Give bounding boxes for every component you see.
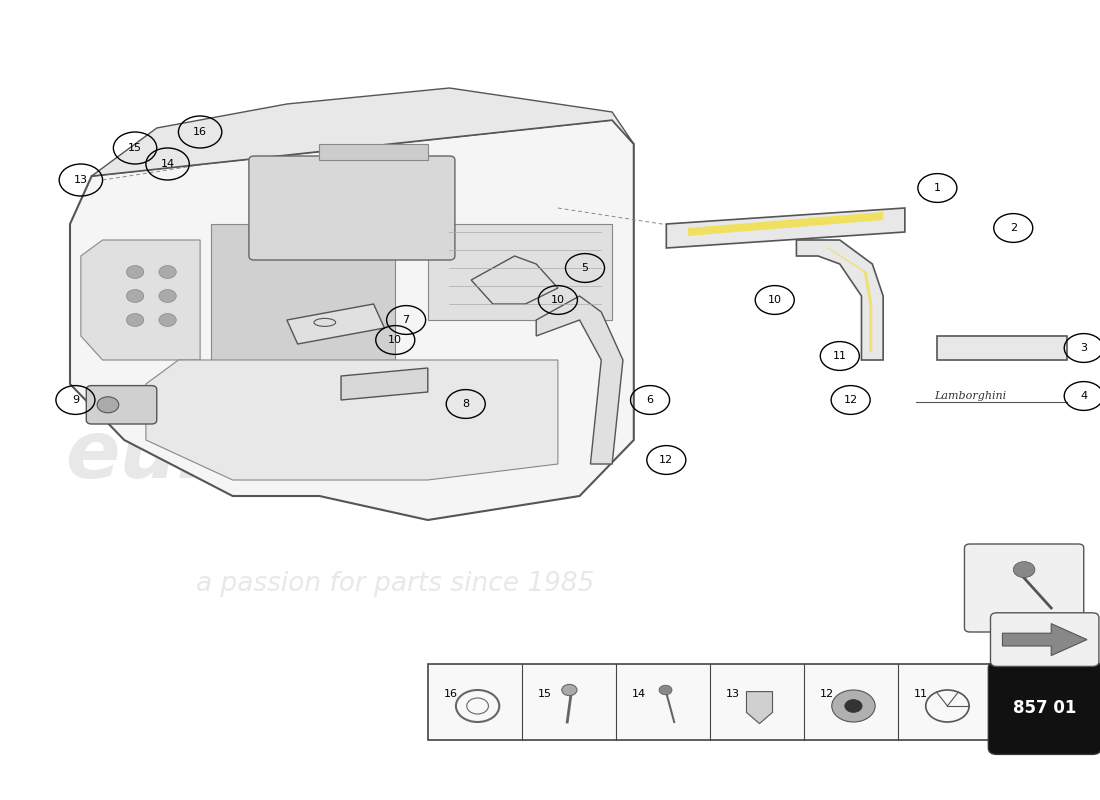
Text: 14: 14 (161, 159, 175, 169)
Text: 10: 10 (768, 295, 782, 305)
Text: 12: 12 (659, 455, 673, 465)
Text: 15: 15 (538, 689, 552, 699)
Text: 7: 7 (403, 315, 409, 325)
Text: 10: 10 (388, 335, 403, 345)
Bar (428, 664, 991, 740)
Text: 11: 11 (914, 689, 928, 699)
Text: 2: 2 (1010, 223, 1016, 233)
Circle shape (126, 266, 144, 278)
Text: 857 01: 857 01 (1013, 699, 1077, 717)
Circle shape (97, 397, 119, 413)
FancyBboxPatch shape (988, 662, 1100, 754)
Polygon shape (341, 368, 428, 400)
Polygon shape (1002, 624, 1087, 656)
Text: 4: 4 (1080, 391, 1087, 401)
FancyBboxPatch shape (990, 613, 1099, 666)
Circle shape (158, 266, 176, 278)
FancyBboxPatch shape (965, 544, 1084, 632)
Polygon shape (428, 224, 612, 320)
Circle shape (832, 690, 876, 722)
Circle shape (466, 698, 488, 714)
Text: 12: 12 (821, 689, 834, 699)
FancyBboxPatch shape (249, 156, 455, 260)
Text: a passion for parts since 1985: a passion for parts since 1985 (196, 571, 594, 597)
Polygon shape (91, 88, 634, 176)
Text: 16: 16 (194, 127, 207, 137)
Text: 8: 8 (462, 399, 470, 409)
Circle shape (126, 290, 144, 302)
Polygon shape (287, 304, 384, 344)
Text: 3: 3 (1080, 343, 1087, 353)
Text: 16: 16 (444, 689, 459, 699)
Text: 12: 12 (844, 395, 858, 405)
Polygon shape (688, 212, 883, 236)
FancyBboxPatch shape (86, 386, 156, 424)
Circle shape (126, 314, 144, 326)
Polygon shape (146, 360, 558, 480)
Text: 6: 6 (647, 395, 653, 405)
Polygon shape (667, 208, 905, 248)
Text: 9: 9 (72, 395, 79, 405)
Polygon shape (81, 240, 200, 360)
Text: 13: 13 (74, 175, 88, 185)
Text: 1: 1 (934, 183, 940, 193)
Text: 14: 14 (632, 689, 647, 699)
Polygon shape (211, 224, 395, 360)
Polygon shape (471, 256, 558, 304)
Text: 13: 13 (726, 689, 740, 699)
Text: Lamborghini: Lamborghini (934, 391, 1006, 401)
Polygon shape (747, 691, 772, 723)
Text: 10: 10 (1021, 618, 1034, 627)
Polygon shape (937, 336, 1067, 360)
Circle shape (845, 699, 862, 712)
Text: 10: 10 (551, 295, 565, 305)
Circle shape (1013, 562, 1035, 578)
Polygon shape (796, 240, 883, 360)
Polygon shape (70, 120, 634, 520)
Text: 15: 15 (128, 143, 142, 153)
Polygon shape (319, 144, 428, 160)
Circle shape (562, 685, 578, 695)
Circle shape (158, 314, 176, 326)
Polygon shape (536, 296, 623, 464)
Text: 5: 5 (582, 263, 588, 273)
Circle shape (158, 290, 176, 302)
Polygon shape (807, 248, 872, 352)
Text: eurospares: eurospares (65, 417, 574, 495)
Circle shape (659, 685, 672, 694)
Text: 11: 11 (833, 351, 847, 361)
